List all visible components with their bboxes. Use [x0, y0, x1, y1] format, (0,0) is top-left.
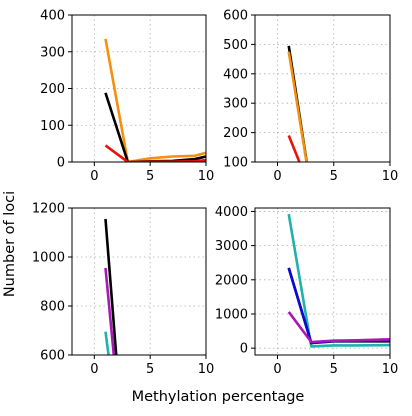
y-tick-label: 600: [223, 9, 248, 24]
x-tick-label: 5: [330, 169, 338, 184]
y-tick-label: 1000: [32, 251, 65, 266]
x-tick-label: 10: [382, 362, 399, 377]
y-tick-label: 1200: [32, 202, 65, 217]
x-tick-label: 0: [90, 362, 98, 377]
series-line-4: [287, 311, 390, 344]
panel-4: 0 5 10 0 1000 2000 3000 4000: [215, 205, 398, 377]
series-line-1: [287, 213, 390, 348]
y-tick-label: 1000: [215, 307, 248, 322]
y-tick-label: 2000: [215, 273, 248, 288]
series-group: [104, 38, 206, 162]
y-tick-label: 0: [57, 156, 65, 171]
series-line-2: [287, 51, 308, 162]
x-tick-label: 5: [330, 362, 338, 377]
series-line-1: [104, 38, 206, 162]
plot-frame: [71, 207, 207, 356]
x-tick-label: 5: [146, 362, 154, 377]
series-group: [287, 45, 309, 162]
x-tick-label: 0: [273, 362, 281, 377]
y-tick-label: 400: [223, 67, 248, 82]
panel-3: 0 5 10 600 800 1000 1200: [32, 202, 215, 378]
y-tick-label: 300: [40, 45, 65, 60]
plot-frame: [254, 207, 391, 356]
series-line-2: [104, 267, 116, 355]
y-tick-label: 100: [40, 119, 65, 134]
x-axis-label: Methylation percentage: [132, 389, 305, 405]
x-tick-label: 10: [382, 169, 399, 184]
y-tick-label: 100: [223, 156, 248, 171]
y-tick-label: 800: [40, 300, 65, 315]
series-group: [104, 218, 118, 355]
x-tick-label: 0: [273, 169, 281, 184]
y-tick-label: 300: [223, 97, 248, 112]
y-tick-label: 200: [40, 82, 65, 97]
y-tick-label: 600: [40, 349, 65, 364]
x-tick-label: 0: [90, 169, 98, 184]
y-axis-label: Number of loci: [2, 191, 18, 297]
y-tick-label: 200: [223, 126, 248, 141]
y-tick-label: 400: [40, 9, 65, 24]
series-line-1: [104, 218, 118, 355]
x-tick-label: 10: [198, 362, 215, 377]
y-tick-label: 4000: [215, 205, 248, 220]
x-tick-label: 5: [146, 169, 154, 184]
series-line-3: [104, 331, 110, 355]
series-group: [287, 213, 390, 348]
plot-frame: [254, 14, 391, 163]
y-tick-label: 500: [223, 38, 248, 53]
y-tick-label: 3000: [215, 239, 248, 254]
series-line-3: [287, 135, 301, 162]
x-tick-label: 10: [198, 169, 215, 184]
panel-2: 0 5 10 100 200 300 400 500 600: [223, 9, 399, 185]
y-tick-label: 0: [240, 342, 248, 357]
